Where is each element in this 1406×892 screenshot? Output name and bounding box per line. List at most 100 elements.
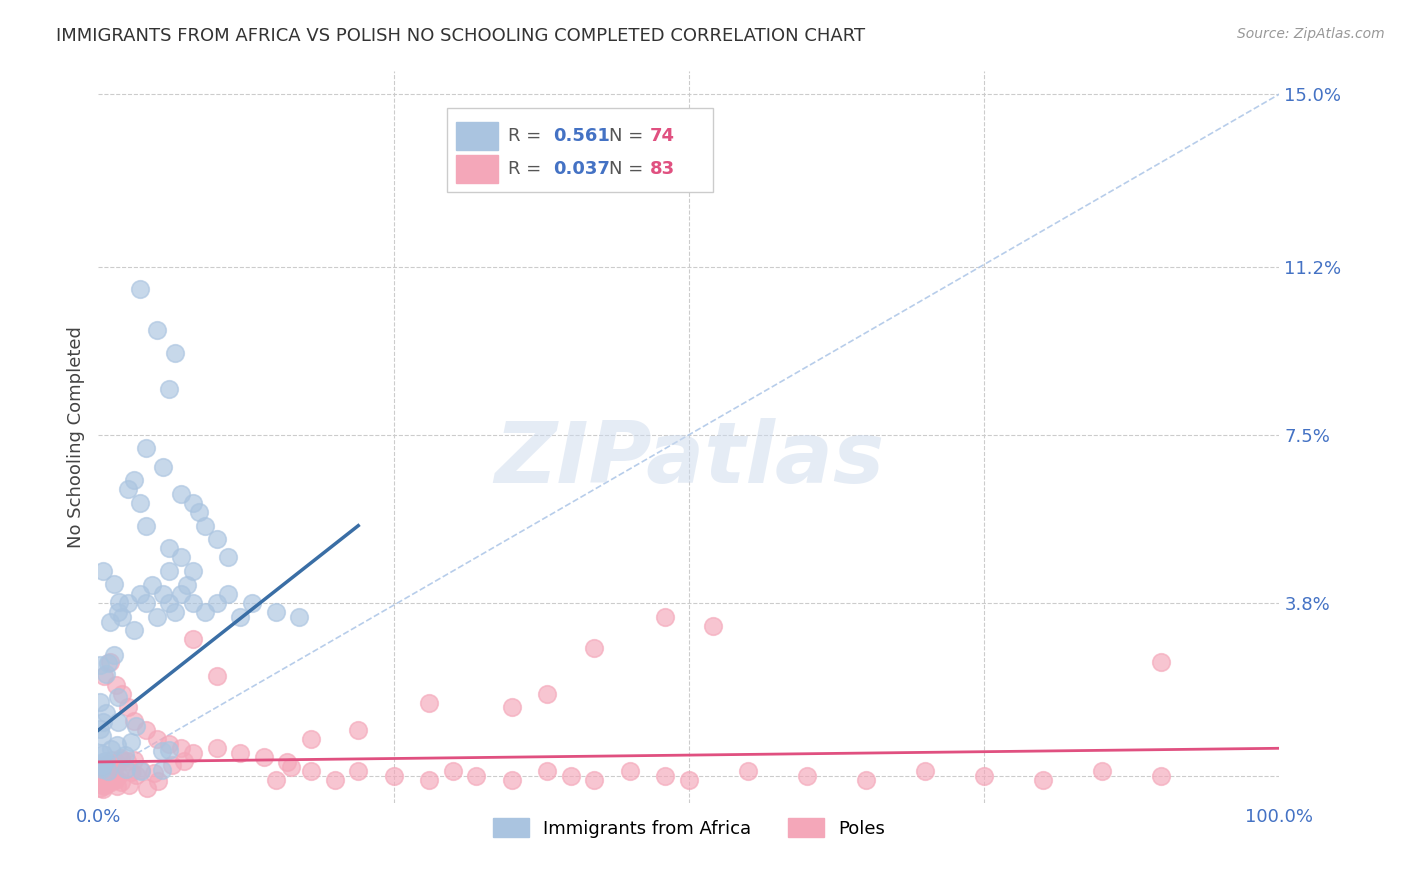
Point bbox=[103, 577, 125, 591]
Point bbox=[165, 605, 187, 619]
Point bbox=[111, 609, 134, 624]
Point bbox=[103, 758, 125, 772]
Point bbox=[105, 756, 128, 770]
Point bbox=[143, 766, 166, 780]
Point bbox=[93, 668, 115, 682]
Point bbox=[619, 764, 641, 778]
Text: N =: N = bbox=[609, 161, 648, 178]
Point bbox=[141, 578, 163, 592]
Point bbox=[1150, 768, 1173, 782]
Point bbox=[654, 768, 676, 782]
Y-axis label: No Schooling Completed: No Schooling Completed bbox=[66, 326, 84, 548]
Point bbox=[264, 773, 287, 788]
Point bbox=[135, 518, 157, 533]
Point bbox=[107, 690, 129, 704]
Point bbox=[93, 779, 115, 793]
Point bbox=[118, 778, 141, 792]
Point bbox=[89, 776, 111, 790]
Point bbox=[103, 772, 125, 787]
Point bbox=[128, 496, 150, 510]
Point bbox=[89, 658, 111, 673]
Point bbox=[136, 781, 159, 796]
Point bbox=[93, 778, 115, 792]
Point bbox=[91, 781, 114, 796]
Point bbox=[217, 587, 239, 601]
Point bbox=[105, 678, 128, 692]
Point bbox=[240, 596, 263, 610]
Point bbox=[107, 605, 129, 619]
Point bbox=[323, 773, 346, 788]
Point bbox=[101, 769, 124, 783]
Point bbox=[737, 764, 759, 778]
Point bbox=[181, 746, 204, 760]
Point bbox=[89, 767, 111, 781]
Point bbox=[89, 759, 111, 773]
Point bbox=[501, 773, 523, 788]
Point bbox=[110, 775, 132, 789]
Point bbox=[100, 615, 122, 629]
Point bbox=[97, 764, 120, 778]
Point bbox=[97, 656, 120, 670]
Point bbox=[146, 323, 169, 337]
Point bbox=[654, 609, 676, 624]
Text: R =: R = bbox=[508, 161, 547, 178]
Point bbox=[253, 750, 276, 764]
Point bbox=[194, 605, 217, 619]
Point bbox=[93, 714, 115, 729]
Point bbox=[205, 741, 228, 756]
Point bbox=[855, 773, 877, 788]
Point bbox=[135, 442, 157, 456]
Point bbox=[115, 762, 138, 776]
Legend: Immigrants from Africa, Poles: Immigrants from Africa, Poles bbox=[485, 811, 893, 845]
Point bbox=[796, 768, 818, 782]
Point bbox=[110, 753, 132, 767]
Point bbox=[115, 755, 138, 769]
Point bbox=[90, 762, 112, 776]
Point bbox=[100, 741, 122, 756]
Point bbox=[280, 760, 302, 774]
Text: R =: R = bbox=[508, 127, 547, 145]
Point bbox=[678, 773, 700, 788]
Point bbox=[176, 578, 198, 592]
Point bbox=[501, 700, 523, 714]
Point bbox=[94, 765, 117, 780]
Point bbox=[288, 609, 311, 624]
Point bbox=[299, 732, 322, 747]
Point bbox=[122, 473, 145, 487]
Text: IMMIGRANTS FROM AFRICA VS POLISH NO SCHOOLING COMPLETED CORRELATION CHART: IMMIGRANTS FROM AFRICA VS POLISH NO SCHO… bbox=[56, 27, 865, 45]
Point bbox=[105, 779, 128, 793]
Point bbox=[100, 762, 122, 776]
Point bbox=[91, 758, 114, 772]
Point bbox=[129, 764, 152, 778]
Point bbox=[229, 746, 252, 760]
Point bbox=[264, 605, 287, 619]
Text: 74: 74 bbox=[650, 127, 675, 145]
Point bbox=[914, 764, 936, 778]
Point bbox=[108, 768, 131, 782]
Point bbox=[583, 641, 606, 656]
Point bbox=[90, 775, 112, 789]
Point bbox=[125, 718, 148, 732]
Point bbox=[173, 754, 195, 768]
Point bbox=[103, 648, 125, 663]
Point bbox=[90, 772, 112, 786]
Point bbox=[89, 722, 111, 736]
Point bbox=[160, 757, 183, 772]
FancyBboxPatch shape bbox=[457, 122, 498, 150]
Text: 0.037: 0.037 bbox=[553, 161, 610, 178]
Point bbox=[96, 771, 118, 785]
Point bbox=[181, 596, 204, 610]
Point bbox=[97, 762, 120, 776]
Point bbox=[157, 383, 180, 397]
Point bbox=[181, 564, 204, 578]
Point bbox=[107, 595, 129, 609]
Point bbox=[170, 587, 193, 601]
Point bbox=[128, 587, 150, 601]
Point bbox=[98, 772, 121, 786]
Point bbox=[1032, 773, 1054, 788]
Point bbox=[101, 753, 124, 767]
Point bbox=[157, 743, 180, 757]
Point bbox=[107, 715, 129, 730]
Point bbox=[94, 706, 117, 721]
Point bbox=[152, 744, 174, 758]
